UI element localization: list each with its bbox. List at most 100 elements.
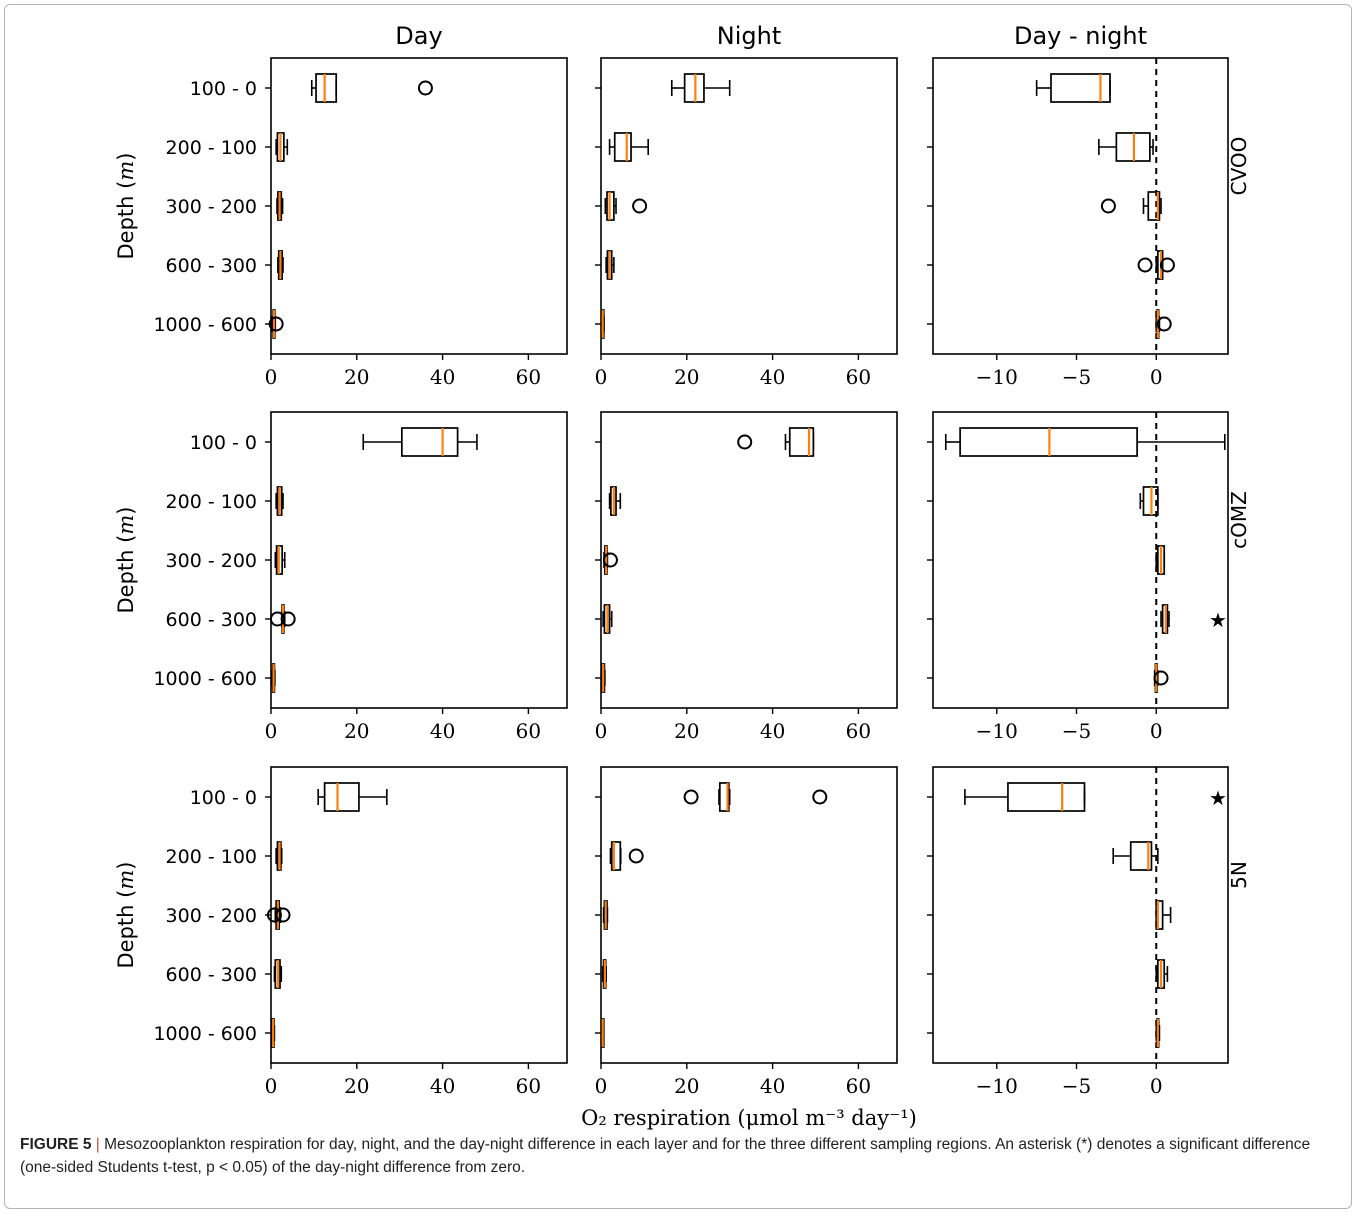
x-tick-label: 20 xyxy=(674,365,699,389)
iqr-box xyxy=(400,427,459,457)
x-tick-label: 0 xyxy=(595,719,608,743)
box-200-100 xyxy=(1098,132,1154,162)
outlier-point xyxy=(1100,198,1116,214)
box-600-300 xyxy=(1160,604,1170,634)
box-300-200 xyxy=(1155,900,1172,930)
panel-cOMZ-3: −10 −5 0 ★ cOMZ xyxy=(927,411,1251,743)
figure-caption: FIGURE 5 | Mesozooplankton respiration f… xyxy=(20,1133,1338,1179)
x-tick-label: 60 xyxy=(516,1074,541,1098)
x-tick-label: 60 xyxy=(846,365,871,389)
box-600-300 xyxy=(605,250,615,280)
outlier-point xyxy=(1153,670,1169,686)
y-axis-label-close: ) xyxy=(114,153,138,161)
outlier-point xyxy=(628,848,644,864)
y-axis-label-text: Depth ( xyxy=(114,890,138,969)
panel-CVOO-2: 0 20 40 60 Night xyxy=(595,22,898,389)
y-axis-label-unit: m xyxy=(114,161,138,181)
iqr-box xyxy=(1050,73,1111,103)
box-600-300 xyxy=(602,604,613,634)
box-600-300 xyxy=(1137,250,1175,280)
box-100-0 xyxy=(362,427,478,457)
box-200-100 xyxy=(609,841,644,871)
iqr-box xyxy=(610,841,622,871)
outlier-point xyxy=(280,611,296,627)
outlier-point xyxy=(275,907,291,923)
box-300-200 xyxy=(1155,545,1166,575)
x-tick-label: 40 xyxy=(430,719,455,743)
x-tick-label: 40 xyxy=(430,1074,455,1098)
box-100-0 xyxy=(310,73,433,103)
x-tick-label: 20 xyxy=(674,1074,699,1098)
x-tick-label: 0 xyxy=(1150,365,1163,389)
x-tick-label: 40 xyxy=(760,719,785,743)
significance-star: ★ xyxy=(1209,786,1227,810)
iqr-box xyxy=(1155,900,1164,930)
y-axis-label: Depth (m) xyxy=(114,862,138,969)
y-axis-label: Depth (m) xyxy=(114,507,138,614)
box-600-300 xyxy=(269,604,296,634)
panel-CVOO-3: −10 −5 0 Day - night CVOO xyxy=(927,22,1251,389)
outlier-point xyxy=(632,198,648,214)
x-tick-label: −10 xyxy=(976,1074,1018,1098)
box-300-200 xyxy=(602,545,618,575)
iqr-box xyxy=(323,782,360,812)
iqr-box xyxy=(613,132,632,162)
outlier-point xyxy=(602,552,618,568)
panel-5N-3: −10 −5 0 ★ 5N xyxy=(927,766,1251,1098)
y-tick-label: 300 - 200 xyxy=(166,196,257,218)
box-600-300 xyxy=(601,959,607,989)
box-200-100 xyxy=(275,486,284,516)
x-tick-label: 60 xyxy=(516,719,541,743)
x-tick-label: −5 xyxy=(1062,365,1091,389)
box-100-0 xyxy=(1035,73,1111,103)
box-600-300 xyxy=(273,959,283,989)
outlier-point xyxy=(683,789,699,805)
iqr-box xyxy=(1129,841,1153,871)
box-1000-600 xyxy=(1155,1018,1161,1048)
iqr-box xyxy=(788,427,815,457)
outlier-point xyxy=(1159,257,1175,273)
y-tick-label: 100 - 0 xyxy=(190,787,257,809)
significance-star: ★ xyxy=(1209,608,1227,632)
x-tick-label: 60 xyxy=(846,1074,871,1098)
x-tick-label: −10 xyxy=(976,365,1018,389)
box-300-200 xyxy=(274,545,286,575)
x-axis-label: O₂ respiration (μmol m⁻³ day⁻¹) xyxy=(581,1106,917,1130)
y-tick-label: 1000 - 600 xyxy=(153,314,257,336)
box-1000-600 xyxy=(601,663,606,693)
box-200-100 xyxy=(1112,841,1159,871)
y-tick-label: 300 - 200 xyxy=(166,905,257,927)
row-label: 5N xyxy=(1227,861,1251,889)
panel-cOMZ-2: 0 20 40 60 xyxy=(595,411,898,743)
x-tick-label: 60 xyxy=(516,365,541,389)
y-tick-label: 1000 - 600 xyxy=(153,668,257,690)
box-100-0 xyxy=(683,782,828,812)
boxplot-figure: 0 20 40 60 100 - 0 200 - 100 300 - 200 600 - 30… xyxy=(114,22,1251,1130)
y-axis-label-unit: m xyxy=(114,515,138,535)
y-tick-label: 600 - 300 xyxy=(166,255,257,277)
y-axis-label: Depth (m) xyxy=(114,153,138,260)
outlier-point xyxy=(417,80,433,96)
x-tick-label: 0 xyxy=(265,365,278,389)
panel-5N-2: 0 20 40 60 xyxy=(595,766,898,1098)
x-tick-label: −5 xyxy=(1062,1074,1091,1098)
y-tick-label: 1000 - 600 xyxy=(153,1023,257,1045)
box-100-0 xyxy=(670,73,731,103)
box-200-100 xyxy=(275,841,283,871)
box-600-300 xyxy=(277,250,284,280)
panel-5N-1: 0 20 40 60 100 - 0 200 - 100 300 - 200 600 - 30… xyxy=(153,766,568,1098)
x-tick-label: 0 xyxy=(595,365,608,389)
iqr-box xyxy=(1147,191,1161,221)
x-tick-label: 20 xyxy=(344,1074,369,1098)
column-title: Day - night xyxy=(1014,22,1147,50)
panel-CVOO-1: 0 20 40 60 100 - 0 200 - 100 300 - 200 600 - 30… xyxy=(153,22,568,389)
y-tick-label: 200 - 100 xyxy=(166,137,257,159)
x-tick-label: 40 xyxy=(430,365,455,389)
y-tick-label: 100 - 0 xyxy=(190,432,257,454)
x-tick-label: 40 xyxy=(760,365,785,389)
outlier-point xyxy=(812,789,828,805)
x-tick-label: −5 xyxy=(1062,719,1091,743)
y-tick-label: 100 - 0 xyxy=(190,78,257,100)
box-100-0 xyxy=(317,782,388,812)
box-300-200 xyxy=(604,191,648,221)
